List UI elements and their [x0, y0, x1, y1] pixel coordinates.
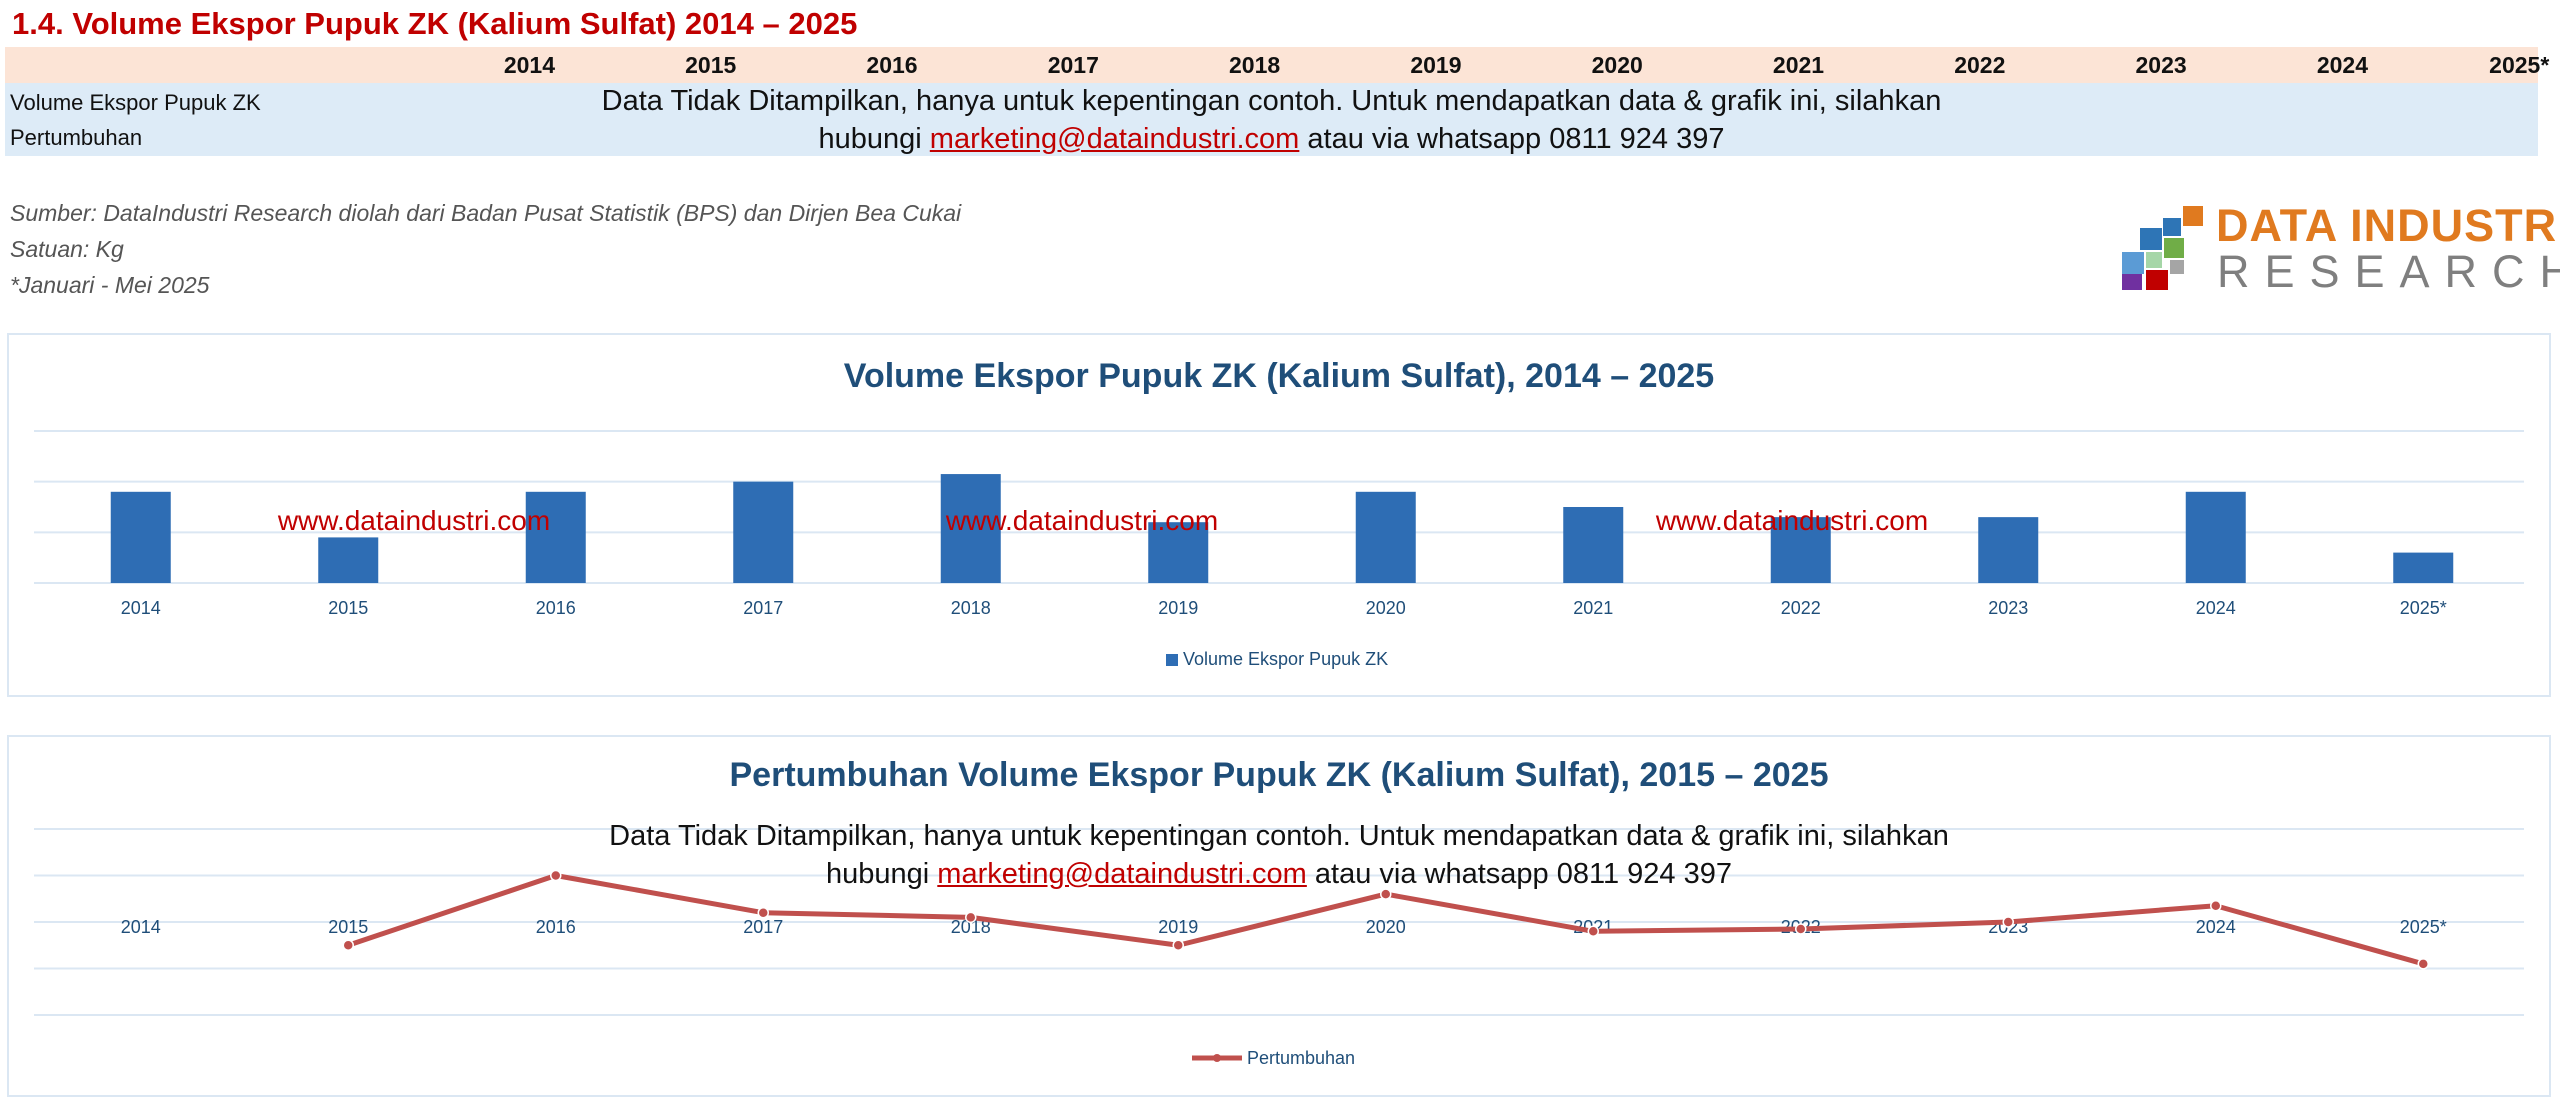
x-tick-label: 2022 — [1781, 598, 1821, 618]
x-tick-label: 2024 — [2196, 917, 2236, 937]
unit-text: Satuan: Kg — [10, 236, 124, 262]
notice-line-1: Data Tidak Ditampilkan, hanya untuk kepe… — [601, 85, 1942, 117]
table-year-header: 2025* — [2489, 52, 2550, 78]
legend-label: Volume Ekspor Pupuk ZK — [1183, 649, 1388, 669]
chart-notice-line-1: Data Tidak Ditampilkan, hanya untuk kepe… — [609, 820, 1949, 852]
table-year-header: 2018 — [1229, 52, 1281, 78]
line-point — [342, 939, 354, 951]
chart-notice-suffix: atau via whatsapp 0811 924 397 — [1306, 858, 1732, 890]
bar-chart: 2014 2015 2016 2017 2018 2019 2020 2021 2022 2023… — [34, 430, 2524, 669]
x-tick-label: 2016 — [536, 598, 576, 618]
x-tick-label: 2021 — [1573, 598, 1613, 618]
legend-label: Pertumbuhan — [1247, 1048, 1355, 1068]
bar-chart-panel: Volume Ekspor Pupuk ZK (Kalium Sulfat), … — [7, 333, 2551, 697]
table-year-header: 2024 — [2316, 52, 2368, 78]
notice-line-2: hubungi marketing@dataindustri.com atau … — [5, 120, 2538, 158]
x-tick-label: 2017 — [743, 598, 783, 618]
legend-swatch — [1166, 654, 1178, 666]
table-year-header: 2019 — [1410, 52, 1462, 78]
bar — [110, 491, 171, 583]
table-year-header: 2023 — [2135, 52, 2187, 78]
x-tick-label: 2024 — [2196, 598, 2236, 618]
page-title: 1.4. Volume Ekspor Pupuk ZK (Kalium Sulf… — [12, 6, 858, 41]
bar — [1978, 517, 2039, 583]
x-tick-label: 2018 — [951, 598, 991, 618]
bar — [1355, 491, 1416, 583]
x-tick-label: 2015 — [328, 917, 368, 937]
bar — [1563, 507, 1624, 583]
bar-chart-title: Volume Ekspor Pupuk ZK (Kalium Sulfat), … — [843, 357, 1715, 395]
line-point — [1380, 888, 1392, 900]
line-point — [2210, 899, 2222, 912]
x-tick-label: 2019 — [1158, 598, 1198, 618]
period-note: *Januari - Mei 2025 — [10, 272, 210, 298]
legend-marker — [1213, 1054, 1221, 1062]
notice-prefix: hubungi — [818, 123, 930, 155]
chart-email-link[interactable]: marketing@dataindustri.com — [937, 858, 1307, 890]
bar — [525, 491, 586, 583]
notice-suffix: atau via whatsapp 0811 924 397 — [1299, 123, 1725, 155]
line-point — [2002, 916, 2014, 928]
bar — [2393, 552, 2454, 583]
source-notes: Sumber: DataIndustri Research diolah dar… — [10, 195, 961, 303]
line-point — [1795, 923, 1807, 935]
table-body: Volume Ekspor Pupuk ZK Pertumbuhan Data … — [5, 83, 2538, 156]
line-point — [757, 906, 769, 919]
watermark: www.dataindustri.com — [1655, 505, 1928, 536]
table-year-header: 2017 — [1047, 52, 1099, 78]
logo-mosaic-icon — [2122, 206, 2203, 290]
line-point — [1587, 925, 1599, 938]
table-header-row: 2014 2015 2016 2017 2018 2019 2020 2021 2022 2023… — [5, 47, 2549, 83]
email-link[interactable]: marketing@dataindustri.com — [929, 123, 1300, 155]
logo-subtitle: RESEARCH — [2217, 246, 2560, 297]
logo-title: DATA INDUSTRI — [2216, 200, 2560, 251]
table-year-header: 2016 — [866, 52, 918, 78]
table-year-header: 2021 — [1772, 52, 1825, 78]
logo: DATA INDUSTRI RESEARCH — [2120, 200, 2560, 297]
bar — [733, 481, 794, 583]
bar — [940, 474, 1001, 583]
bar — [1148, 522, 1209, 583]
x-tick-label: 2015 — [328, 598, 368, 618]
x-tick-label: 2014 — [121, 917, 161, 937]
watermark: www.dataindustri.com — [945, 505, 1218, 536]
watermark: www.dataindustri.com — [277, 505, 550, 536]
x-tick-label: 2016 — [536, 917, 576, 937]
x-tick-label: 2025* — [2400, 917, 2447, 937]
line-point — [965, 911, 977, 924]
x-tick-label: 2019 — [1158, 917, 1198, 937]
table-year-header: 2014 — [503, 52, 555, 78]
x-tick-label: 2025* — [2400, 598, 2447, 618]
x-tick-label: 2014 — [121, 598, 161, 618]
bar — [1770, 517, 1831, 583]
x-tick-label: 2020 — [1366, 598, 1406, 618]
bar-gridlines — [34, 430, 2524, 584]
line-chart-panel: Pertumbuhan Volume Ekspor Pupuk ZK (Kali… — [7, 735, 2551, 1097]
table-year-header: 2015 — [685, 52, 737, 78]
chart-notice-line-2: hubungi marketing@dataindustri.com atau … — [9, 855, 2549, 893]
line-point — [550, 869, 562, 882]
table-year-header: 2020 — [1591, 52, 1643, 78]
source-text: Sumber: DataIndustri Research diolah dar… — [10, 200, 962, 226]
row-label-growth: Pertumbuhan — [10, 125, 143, 150]
x-tick-label: 2023 — [1988, 598, 2028, 618]
line-point — [2417, 958, 2429, 970]
table-notice: Data Tidak Ditampilkan, hanya untuk kepe… — [5, 82, 2538, 158]
chart-notice-prefix: hubungi — [826, 858, 938, 890]
row-label-volume: Volume Ekspor Pupuk ZK — [10, 90, 261, 115]
bar — [2185, 491, 2246, 583]
x-tick-label: 2018 — [951, 917, 991, 937]
bar — [318, 537, 379, 583]
line-point — [1172, 939, 1184, 951]
chart-notice: Data Tidak Ditampilkan, hanya untuk kepe… — [9, 817, 2549, 893]
x-tick-label: 2020 — [1366, 917, 1406, 937]
table-year-header: 2022 — [1954, 52, 2006, 78]
x-tick-label: 2017 — [743, 917, 783, 937]
data-table: 2014 2015 2016 2017 2018 2019 2020 2021 2022 2023… — [5, 47, 2549, 156]
line-chart-title: Pertumbuhan Volume Ekspor Pupuk ZK (Kali… — [729, 756, 1829, 794]
line-chart: 2014201520162017201820192020202120222023… — [34, 828, 2524, 1068]
